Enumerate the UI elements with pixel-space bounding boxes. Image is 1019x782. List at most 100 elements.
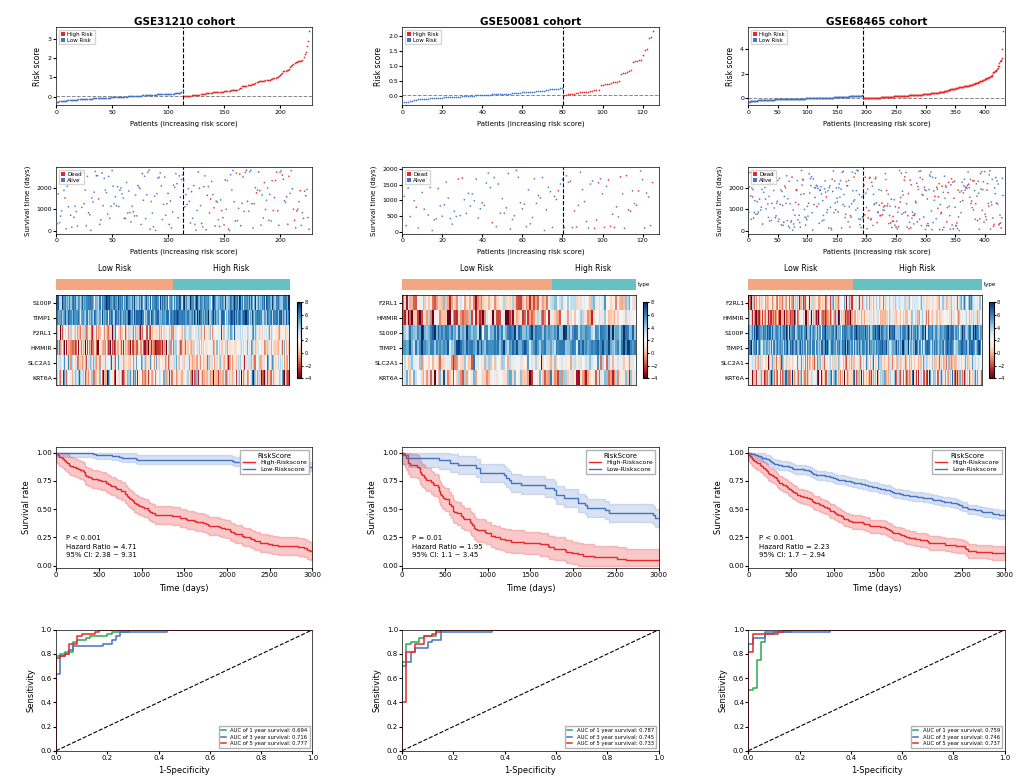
- Point: [741, 95, 757, 108]
- AUC of 3 year survival: 0.746: (0, 0.467): 0.746: (0, 0.467): [742, 690, 754, 699]
- Point: [140, 166, 156, 178]
- Point: [945, 83, 961, 95]
- AUC of 5 year survival: 0.777: (0.967, 1): 0.777: (0.967, 1): [298, 625, 310, 634]
- Point: [596, 221, 612, 234]
- Point: [118, 90, 135, 102]
- Point: [887, 200, 903, 213]
- Point: [284, 182, 301, 195]
- Point: [418, 92, 434, 105]
- Point: [416, 203, 432, 216]
- Point: [130, 181, 147, 193]
- Point: [948, 220, 964, 232]
- AUC of 1 year survival: 0.759: (0.117, 0.983): 0.759: (0.117, 0.983): [771, 627, 784, 637]
- Point: [119, 90, 136, 102]
- Point: [254, 188, 270, 201]
- AUC of 5 year survival: 0.777: (0.3, 1): 0.777: (0.3, 1): [126, 625, 139, 634]
- Point: [492, 88, 508, 100]
- Point: [640, 31, 656, 44]
- Point: [232, 82, 249, 95]
- Point: [943, 173, 959, 185]
- Point: [96, 91, 112, 104]
- Point: [973, 204, 989, 217]
- Point: [971, 167, 987, 180]
- Point: [852, 89, 868, 102]
- Point: [799, 200, 815, 213]
- Point: [890, 202, 906, 214]
- AUC of 5 year survival: 0.737: (0, 0.65): 0.737: (0, 0.65): [742, 667, 754, 676]
- Point: [820, 91, 837, 104]
- Point: [817, 191, 834, 203]
- Point: [181, 90, 198, 102]
- Point: [828, 196, 845, 208]
- Point: [178, 90, 195, 102]
- Point: [83, 224, 99, 237]
- Point: [919, 217, 935, 230]
- Point: [267, 72, 283, 84]
- Line: AUC of 5 year survival: 0.737: AUC of 5 year survival: 0.737: [748, 630, 1004, 751]
- Point: [604, 76, 621, 88]
- Point: [841, 90, 857, 102]
- Point: [180, 182, 197, 195]
- Point: [240, 79, 257, 91]
- Point: [94, 91, 110, 104]
- Point: [74, 167, 91, 179]
- Point: [913, 88, 929, 101]
- Point: [770, 93, 787, 106]
- Point: [794, 173, 810, 185]
- Point: [823, 173, 840, 185]
- Point: [836, 200, 852, 213]
- Point: [903, 212, 919, 224]
- Point: [925, 87, 942, 99]
- Point: [803, 92, 819, 105]
- Point: [816, 174, 833, 187]
- Point: [837, 208, 853, 221]
- Point: [870, 199, 887, 211]
- Point: [632, 54, 648, 66]
- Point: [878, 198, 895, 210]
- Point: [826, 203, 843, 216]
- Point: [862, 213, 878, 226]
- Point: [919, 88, 935, 100]
- Point: [821, 180, 838, 192]
- Point: [414, 186, 430, 199]
- Point: [967, 178, 983, 190]
- Point: [741, 95, 757, 108]
- Point: [822, 91, 839, 104]
- Point: [888, 215, 904, 228]
- Point: [153, 180, 169, 192]
- Point: [852, 221, 868, 234]
- Point: [175, 174, 192, 187]
- Point: [863, 180, 879, 192]
- Point: [884, 90, 901, 102]
- Point: [967, 77, 983, 89]
- AUC of 1 year survival: 0.787: (0.967, 1): 0.787: (0.967, 1): [643, 625, 655, 634]
- Point: [864, 91, 880, 104]
- Point: [221, 84, 237, 97]
- X-axis label: 1-Specificity: 1-Specificity: [850, 766, 902, 776]
- Point: [777, 93, 794, 106]
- Point: [966, 77, 982, 89]
- Point: [832, 91, 848, 103]
- Point: [447, 210, 464, 223]
- Point: [208, 86, 224, 99]
- Point: [789, 92, 805, 105]
- Point: [870, 183, 887, 196]
- Point: [301, 223, 317, 235]
- AUC of 5 year survival: 0.733: (0, 0): 0.733: (0, 0): [395, 746, 408, 755]
- Point: [128, 90, 145, 102]
- Point: [828, 91, 845, 103]
- Point: [622, 205, 638, 217]
- AUC of 5 year survival: 0.737: (0.117, 0.983): 0.737: (0.117, 0.983): [771, 627, 784, 637]
- AUC of 3 year survival: 0.716: (0.217, 0.883): 0.716: (0.217, 0.883): [105, 639, 117, 648]
- Point: [297, 48, 313, 60]
- Point: [219, 84, 235, 97]
- Point: [900, 223, 916, 235]
- Point: [927, 213, 944, 225]
- Point: [806, 92, 822, 105]
- Point: [796, 203, 812, 216]
- Point: [807, 179, 823, 192]
- Text: P < 0.001
Hazard Ratio = 2.23
95% CI: 1.7 ~ 2.94: P < 0.001 Hazard Ratio = 2.23 95% CI: 1.…: [758, 535, 828, 558]
- Point: [259, 74, 275, 86]
- AUC of 3 year survival: 0.745: (0.35, 1): 0.745: (0.35, 1): [485, 625, 497, 634]
- Point: [785, 92, 801, 105]
